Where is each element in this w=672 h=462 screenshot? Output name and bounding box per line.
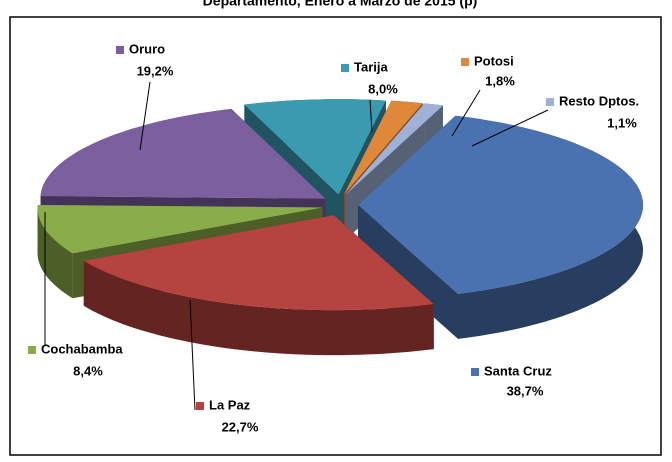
slice-wall bbox=[83, 260, 434, 356]
legend-swatch bbox=[196, 402, 204, 410]
value-label: 19,2% bbox=[137, 63, 174, 78]
value-label: 8,0% bbox=[368, 81, 398, 96]
value-label: 38,7% bbox=[507, 383, 544, 398]
slice-label: Oruro bbox=[129, 41, 165, 56]
slice-wall-shade bbox=[37, 205, 73, 299]
leader-line bbox=[139, 81, 151, 151]
slice-label: Santa Cruz bbox=[484, 363, 552, 378]
slice-top bbox=[40, 109, 326, 199]
slice-label: Cochabamba bbox=[41, 341, 123, 356]
leader-line bbox=[369, 99, 373, 133]
slice-top bbox=[358, 115, 643, 294]
value-label: 8,4% bbox=[73, 363, 103, 378]
leader-line bbox=[471, 109, 549, 147]
slice-wall-shade bbox=[83, 260, 434, 356]
slice-top bbox=[244, 99, 386, 195]
legend-swatch bbox=[116, 46, 124, 54]
legend-swatch bbox=[341, 64, 349, 72]
chart-title: Departamento, Enero a Marzo de 2015 (p) bbox=[203, 0, 478, 9]
slice bbox=[83, 215, 434, 356]
legend-swatch bbox=[28, 346, 36, 354]
legend-swatch bbox=[471, 368, 479, 376]
slice-top bbox=[83, 215, 434, 311]
chart-border bbox=[9, 16, 662, 456]
slice-label: La Paz bbox=[209, 397, 251, 412]
leader-line bbox=[189, 299, 196, 411]
value-label: 1,8% bbox=[485, 73, 515, 88]
value-label: 22,7% bbox=[222, 419, 259, 434]
slice-top bbox=[345, 103, 443, 195]
slice-top bbox=[37, 205, 323, 254]
legend-swatch bbox=[461, 58, 469, 66]
legend-swatch bbox=[546, 98, 554, 106]
value-label: 1,1% bbox=[607, 115, 637, 130]
slice-label: Potosi bbox=[474, 53, 514, 68]
slice-wall bbox=[37, 205, 73, 299]
leader-line bbox=[451, 89, 481, 137]
slice-label: Resto Dptos. bbox=[559, 93, 639, 108]
slice-top bbox=[344, 100, 423, 195]
slice-label: Tarija bbox=[354, 59, 388, 74]
